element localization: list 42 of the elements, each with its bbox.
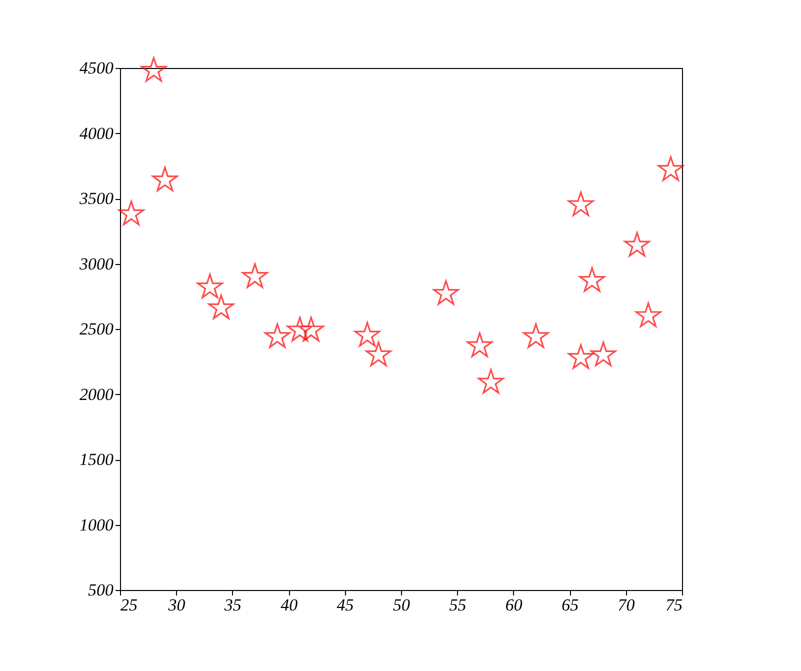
point [140, 57, 167, 82]
x-tick-label: 55 [449, 596, 466, 614]
point [196, 274, 223, 298]
point [568, 344, 594, 369]
y-tick-label: 3500 [78, 189, 114, 208]
point [208, 294, 234, 320]
point [354, 322, 380, 347]
point [433, 280, 459, 305]
x-tick-label: 25 [120, 596, 138, 614]
y-tick-label: 500 [88, 580, 114, 600]
point [242, 263, 268, 288]
x-tick-label: 45 [336, 596, 354, 614]
point [658, 156, 684, 181]
y-tick-label: 2500 [80, 320, 114, 338]
point [264, 323, 290, 348]
x-tick-label: 75 [666, 596, 682, 614]
x-tick-label: 60 [505, 596, 523, 614]
x-tick-label: 70 [618, 596, 636, 614]
y-tick-label: 2000 [80, 384, 114, 404]
point [366, 342, 392, 366]
x-tick-label: 40 [280, 596, 298, 614]
x-tick-label: 35 [223, 596, 242, 614]
y-tick-label: 4000 [80, 124, 114, 143]
point [118, 200, 144, 226]
point [635, 302, 662, 328]
y-tick-label: 4500 [80, 58, 114, 78]
point [286, 316, 313, 342]
point [590, 342, 616, 366]
y-tick-label: 3000 [78, 254, 114, 274]
point [522, 323, 549, 348]
point [152, 166, 178, 192]
y-tick-label: 1000 [80, 515, 114, 534]
point [568, 191, 594, 216]
x-tick-label: 30 [167, 596, 186, 614]
point [579, 267, 606, 292]
y-tick-label: 1500 [80, 450, 114, 469]
point [466, 332, 493, 358]
point [478, 368, 504, 394]
x-tick-label: 50 [393, 596, 410, 614]
point [298, 316, 324, 342]
point [624, 232, 650, 257]
x-tick-label: 65 [562, 596, 579, 614]
